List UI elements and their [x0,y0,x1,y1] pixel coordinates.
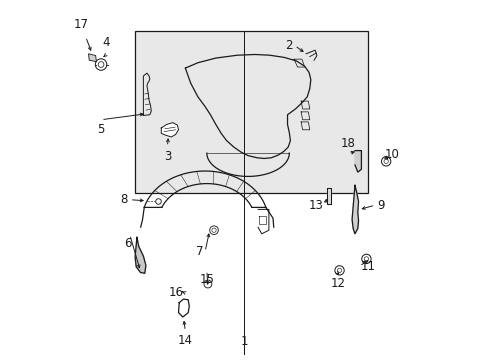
Polygon shape [135,237,145,273]
Text: 15: 15 [199,273,214,286]
Text: 12: 12 [329,277,345,290]
Text: 9: 9 [376,199,384,212]
Text: 1: 1 [240,335,248,348]
Text: 11: 11 [360,260,375,273]
FancyBboxPatch shape [135,31,367,193]
Text: 17: 17 [74,18,89,31]
Text: 8: 8 [121,193,128,206]
Text: 16: 16 [168,287,183,300]
Polygon shape [326,188,330,204]
Polygon shape [178,299,189,317]
Polygon shape [161,123,178,137]
Text: 6: 6 [124,237,131,250]
Text: 14: 14 [178,334,192,347]
Text: 4: 4 [102,36,110,49]
Text: 3: 3 [163,149,171,162]
Polygon shape [351,185,358,234]
Polygon shape [88,54,96,62]
Text: 5: 5 [97,123,104,136]
Text: 13: 13 [308,199,323,212]
Text: 10: 10 [384,148,398,161]
Text: 2: 2 [285,39,292,52]
Polygon shape [354,150,361,172]
Text: 18: 18 [340,136,355,149]
Text: 7: 7 [195,245,203,258]
